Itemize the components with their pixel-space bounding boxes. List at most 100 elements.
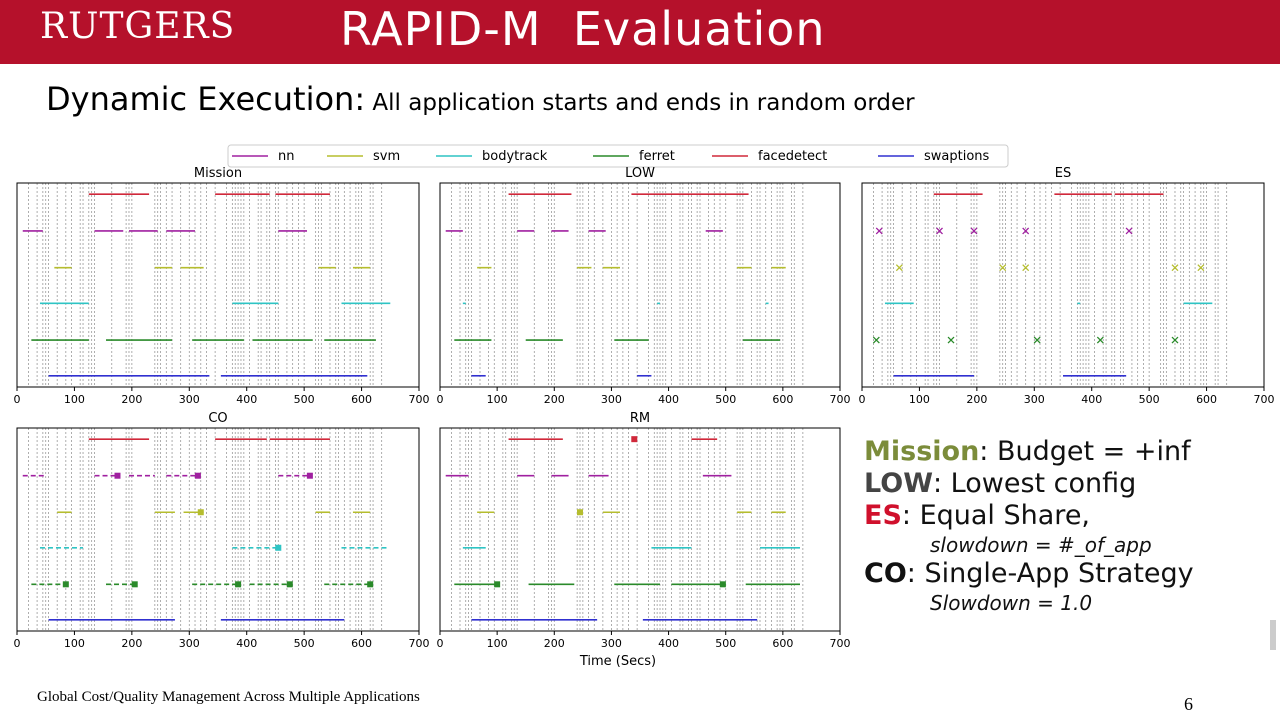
marker-facedetect bbox=[631, 436, 638, 443]
note-mission-text: : Budget = +inf bbox=[979, 436, 1191, 467]
legend-label-swaptions: swaptions bbox=[924, 149, 990, 164]
marker-ferret-cross bbox=[872, 336, 880, 344]
marker-svm bbox=[577, 509, 583, 516]
note-mission: Mission: Budget = +inf bbox=[864, 436, 1274, 468]
marker-svm-cross bbox=[999, 264, 1007, 272]
x-tick-label: 200 bbox=[121, 393, 142, 406]
x-tick-label: 300 bbox=[179, 393, 200, 406]
footer-text: Global Cost/Quality Management Across Mu… bbox=[37, 689, 420, 705]
title-banner: RUTGERS RAPID-M Evaluation bbox=[0, 0, 1280, 64]
panel-frame-mission bbox=[16, 182, 420, 388]
panel-title-rm: RM bbox=[630, 411, 650, 426]
note-es-text: : Equal Share, bbox=[901, 500, 1091, 531]
panel-co: CO 0 100 200 300 400 500 600 700 bbox=[14, 411, 430, 650]
x-tick-label: 400 bbox=[1081, 393, 1102, 406]
marker-nn bbox=[306, 472, 313, 479]
marker-ferret-cross bbox=[1171, 336, 1179, 344]
x-tick-label: 0 bbox=[14, 393, 21, 406]
x-tick-label: 500 bbox=[1139, 393, 1160, 406]
marker-ferret bbox=[131, 581, 138, 588]
x-tick-label: 400 bbox=[236, 637, 257, 650]
panel-frame-low bbox=[439, 182, 841, 388]
x-tick-label: 200 bbox=[966, 393, 987, 406]
marker-nn-cross bbox=[936, 227, 943, 235]
x-tick-label: 400 bbox=[658, 637, 679, 650]
x-tick-label: 500 bbox=[294, 637, 315, 650]
slide-heading: Dynamic Execution: All application start… bbox=[46, 80, 915, 118]
marker-svm-cross bbox=[895, 264, 903, 272]
x-tick-label: 200 bbox=[121, 637, 142, 650]
note-low: LOW: Lowest config bbox=[864, 468, 1274, 500]
x-tick-label: 100 bbox=[64, 637, 85, 650]
x-axis-label: Time (Secs) bbox=[579, 654, 656, 669]
slide-title: RAPID-M Evaluation bbox=[340, 2, 826, 56]
x-tick-label: 300 bbox=[601, 393, 622, 406]
marker-nn-cross bbox=[1125, 227, 1133, 235]
panel-frame-rm bbox=[439, 427, 841, 632]
note-co-sub: Slowdown = 1.0 bbox=[930, 591, 1093, 615]
marker-nn bbox=[194, 472, 201, 479]
note-low-key: LOW bbox=[864, 468, 933, 499]
strategy-notes: Mission: Budget = +inf LOW: Lowest confi… bbox=[864, 436, 1274, 616]
note-es-sub: slowdown = #_of_app bbox=[930, 533, 1152, 557]
panel-title-es: ES bbox=[1055, 166, 1071, 181]
marker-svm-cross bbox=[1022, 264, 1030, 272]
marker-nn-cross bbox=[875, 227, 883, 235]
marker-ferret bbox=[286, 581, 293, 588]
x-tick-label: 0 bbox=[437, 393, 444, 406]
legend-label-svm: svm bbox=[373, 149, 400, 164]
heading-sub: All application starts and ends in rando… bbox=[365, 90, 915, 116]
x-tick-label: 200 bbox=[544, 393, 565, 406]
legend-label-bodytrack: bodytrack bbox=[482, 149, 548, 164]
note-es-key: ES bbox=[864, 500, 902, 531]
panel-title-mission: Mission bbox=[194, 166, 242, 181]
timeline-chart-figure: nn svm bodytrack ferret facedetect swaptions M… bbox=[14, 144, 1275, 669]
note-es: ES: Equal Share, bbox=[864, 500, 1274, 532]
page-number: 6 bbox=[1184, 694, 1193, 714]
panel-es: ES 0 100 200 300 400 500 600 700 bbox=[859, 166, 1275, 406]
marker-nn-cross bbox=[1022, 227, 1030, 235]
marker-ferret bbox=[367, 581, 374, 588]
x-tick-label: 300 bbox=[601, 637, 622, 650]
x-tick-label: 300 bbox=[179, 637, 200, 650]
note-low-text: : Lowest config bbox=[932, 468, 1137, 499]
panel-frame-co bbox=[16, 427, 420, 632]
panel-low: LOW 0 100 200 300 400 500 600 700 bbox=[437, 166, 851, 406]
legend-label-ferret: ferret bbox=[639, 149, 675, 164]
x-tick-label: 500 bbox=[715, 393, 736, 406]
panel-title-low: LOW bbox=[625, 166, 655, 181]
marker-ferret-cross bbox=[1033, 336, 1041, 344]
x-tick-label: 600 bbox=[772, 393, 793, 406]
x-tick-label: 500 bbox=[715, 637, 736, 650]
marker-ferret bbox=[235, 581, 242, 588]
x-tick-label: 600 bbox=[351, 393, 372, 406]
x-tick-label: 700 bbox=[830, 393, 851, 406]
panel-mission: Mission 0 100 200 300 400 500 600 700 bbox=[14, 166, 430, 406]
panel-frame-es bbox=[861, 182, 1265, 388]
x-tick-label: 700 bbox=[409, 637, 430, 650]
note-mission-key: Mission bbox=[864, 436, 980, 467]
panel-title-co: CO bbox=[208, 411, 227, 426]
legend-label-nn: nn bbox=[278, 149, 294, 164]
x-tick-label: 100 bbox=[909, 393, 930, 406]
x-tick-label: 100 bbox=[487, 393, 508, 406]
x-tick-label: 600 bbox=[351, 637, 372, 650]
x-tick-label: 200 bbox=[544, 637, 565, 650]
legend-label-facedetect: facedetect bbox=[758, 149, 827, 164]
x-tick-label: 0 bbox=[859, 393, 866, 406]
x-tick-label: 600 bbox=[1196, 393, 1217, 406]
x-tick-label: 400 bbox=[236, 393, 257, 406]
x-tick-label: 100 bbox=[64, 393, 85, 406]
note-co: CO: Single-App Strategy bbox=[864, 558, 1274, 590]
marker-ferret bbox=[62, 581, 69, 588]
marker-svm bbox=[197, 509, 204, 516]
x-tick-label: 0 bbox=[437, 637, 444, 650]
note-co-text: : Single-App Strategy bbox=[906, 558, 1194, 589]
x-tick-label: 700 bbox=[1254, 393, 1275, 406]
x-tick-label: 500 bbox=[294, 393, 315, 406]
marker-ferret-cross bbox=[1096, 336, 1104, 344]
marker-nn bbox=[114, 472, 121, 479]
x-tick-label: 700 bbox=[409, 393, 430, 406]
note-co-key: CO bbox=[864, 558, 907, 589]
marker-nn-cross bbox=[970, 227, 978, 235]
